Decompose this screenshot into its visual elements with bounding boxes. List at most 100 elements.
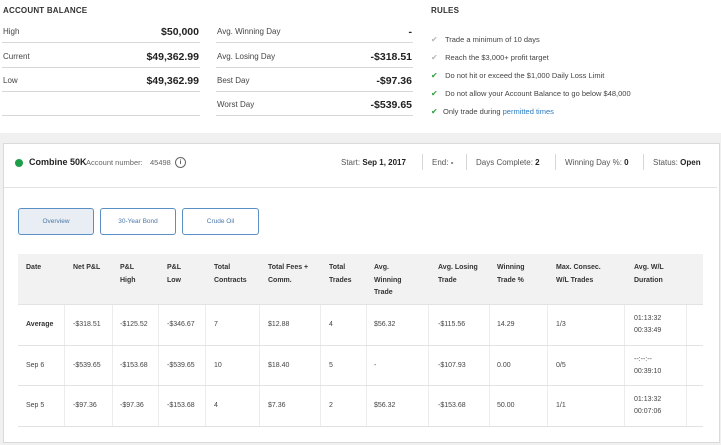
column-divider [112, 304, 113, 426]
account-status: Status: Open [653, 158, 701, 167]
check-icon: ✔ [431, 35, 438, 44]
panel-divider [4, 187, 717, 188]
column-header-winning-trade-pct: Winning Trade % [497, 264, 525, 284]
cell-avg-win: - [374, 362, 377, 369]
column-divider [259, 304, 260, 426]
row-divider [18, 385, 703, 386]
balance-value: $49,362.99 [146, 51, 199, 63]
status-value: Open [680, 158, 701, 167]
cell-date: Average [26, 321, 54, 328]
rule-text: Reach the $3,000+ profit target [445, 53, 549, 62]
rule-item: ✔ Do not allow your Account Balance to g… [431, 89, 631, 103]
check-icon: ✔ [431, 89, 438, 98]
cell-avg-loss: -$153.68 [438, 402, 466, 409]
winning-label: Winning Day %: [565, 158, 622, 167]
stat-label: Worst Day [217, 100, 255, 109]
column-divider [428, 304, 429, 426]
cell-duration-loss: 00:07:06 [634, 408, 662, 415]
column-header-avg-losing-trade: Avg. Losing Trade [438, 264, 478, 284]
cell-avg-loss: -$115.56 [438, 321, 466, 328]
balance-row-current: Current $49,362.99 [2, 47, 200, 68]
stat-row-avg-losing-day: Avg. Losing Day -$318.51 [216, 47, 413, 68]
cell-contracts: 7 [214, 321, 218, 328]
cell-date: Sep 5 [26, 402, 45, 409]
end-date: End: - [432, 158, 453, 167]
rule-item: ✔ Trade a minimum of 10 days [431, 35, 540, 49]
cell-pnl-high: -$153.68 [120, 362, 148, 369]
rule-item: ✔ Only trade during permitted times [431, 107, 554, 121]
balance-row-empty [2, 95, 200, 116]
status-dot-icon [15, 159, 23, 167]
column-header-date: Date [26, 264, 42, 271]
tab-30-year-bond[interactable]: 30-Year Bond [100, 208, 176, 235]
stat-row-worst-day: Worst Day -$539.65 [216, 95, 413, 116]
stat-value: -$539.65 [370, 99, 412, 111]
cell-win-pct: 0.00 [497, 362, 511, 369]
divider [643, 154, 644, 170]
cell-trades: 5 [329, 362, 333, 369]
cell-fees: $18.40 [268, 362, 290, 369]
tab-crude-oil[interactable]: Crude Oil [182, 208, 259, 235]
stat-row-best-day: Best Day -$97.36 [216, 71, 413, 92]
cell-consec: 1/3 [556, 321, 566, 328]
cell-duration-win: --:--:-- [634, 356, 652, 363]
cell-fees: $12.88 [268, 321, 290, 328]
divider [555, 154, 556, 170]
cell-avg-loss: -$107.93 [438, 362, 466, 369]
check-icon: ✔ [431, 107, 438, 116]
column-divider [366, 304, 367, 426]
account-name: Combine 50K [29, 157, 87, 167]
column-divider [64, 304, 65, 426]
cell-avg-win: $56.32 [374, 321, 396, 328]
days-complete: Days Complete: 2 [476, 158, 540, 167]
rule-text: Do not hit or exceed the $1,000 Daily Lo… [445, 71, 605, 80]
column-header-max-consec: Max. Consec. W/L Trades [556, 264, 601, 284]
start-label: Start: [341, 158, 361, 167]
column-header-pnl-high: P&L High [120, 264, 136, 284]
stat-label: Avg. Losing Day [217, 52, 276, 61]
permitted-times-link[interactable]: permitted times [502, 107, 554, 116]
status-label: Status: [653, 158, 678, 167]
tab-overview[interactable]: Overview [18, 208, 94, 235]
cell-consec: 1/1 [556, 402, 566, 409]
cell-net-pnl: -$97.36 [73, 402, 97, 409]
cell-contracts: 10 [214, 362, 222, 369]
cell-contracts: 4 [214, 402, 218, 409]
cell-net-pnl: -$318.51 [73, 321, 101, 328]
cell-pnl-low: -$346.67 [167, 321, 195, 328]
balance-value: $50,000 [161, 26, 199, 38]
column-header-total-trades: Total Trades [329, 264, 352, 284]
cell-duration-win: 01:13:32 [634, 396, 662, 403]
winning-value: 0 [624, 158, 629, 167]
column-header-net-pnl: Net P&L [73, 264, 101, 271]
balance-row-low: Low $49,362.99 [2, 71, 200, 92]
divider [466, 154, 467, 170]
cell-win-pct: 50.00 [497, 402, 515, 409]
balance-value: $49,362.99 [146, 75, 199, 87]
rule-item: ✔ Reach the $3,000+ profit target [431, 53, 549, 67]
stat-value: - [408, 26, 413, 38]
stat-label: Avg. Winning Day [217, 27, 281, 36]
column-divider [624, 304, 625, 426]
end-label: End: [432, 158, 449, 167]
account-balance-title: ACCOUNT BALANCE [3, 6, 88, 15]
days-label: Days Complete: [476, 158, 533, 167]
cell-consec: 0/5 [556, 362, 566, 369]
summary-area [0, 0, 721, 133]
balance-label: High [3, 27, 20, 36]
cell-avg-win: $56.32 [374, 402, 396, 409]
balance-label: Current [3, 52, 30, 61]
row-divider [18, 345, 703, 346]
stat-label: Best Day [217, 76, 250, 85]
column-header-total-contracts: Total Contracts [214, 264, 247, 284]
start-date: Start: Sep 1, 2017 [341, 158, 406, 167]
info-icon[interactable]: i [175, 157, 186, 168]
stat-value: -$318.51 [370, 51, 412, 63]
balance-row-high: High $50,000 [2, 22, 200, 43]
stat-value: -$97.36 [376, 75, 412, 87]
rule-item: ✔ Do not hit or exceed the $1,000 Daily … [431, 71, 604, 85]
cell-pnl-high: -$125.52 [120, 321, 148, 328]
cell-fees: $7.36 [268, 402, 286, 409]
cell-win-pct: 14.29 [497, 321, 515, 328]
days-value: 2 [535, 158, 540, 167]
